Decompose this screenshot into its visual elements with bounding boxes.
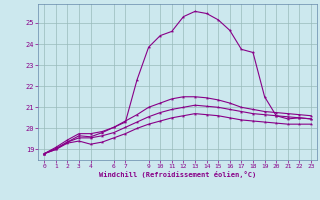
X-axis label: Windchill (Refroidissement éolien,°C): Windchill (Refroidissement éolien,°C)	[99, 171, 256, 178]
